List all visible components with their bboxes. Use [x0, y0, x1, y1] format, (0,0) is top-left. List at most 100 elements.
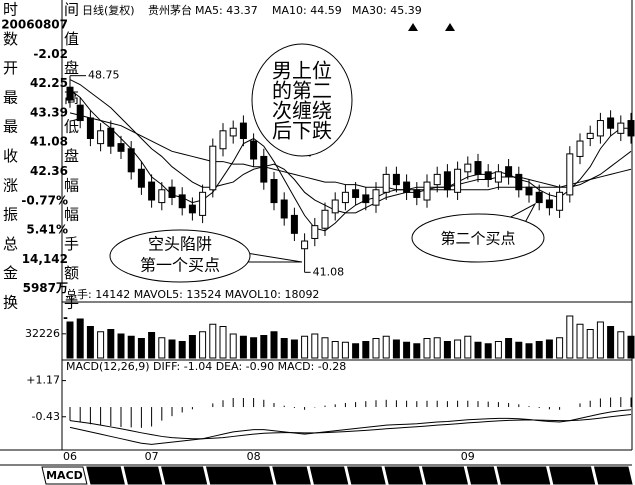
- info-label: 幅: [64, 176, 79, 194]
- candle-body: [484, 171, 492, 181]
- min-price-label: 41.08: [313, 265, 345, 278]
- tab-label[interactable]: OBV: [279, 469, 305, 482]
- volume-bar: [97, 331, 105, 359]
- tab-label[interactable]: VR: [474, 469, 492, 482]
- tab-label[interactable]: DMI: [354, 469, 378, 482]
- volume-bar: [392, 339, 400, 359]
- tab-label[interactable]: MIKE: [429, 469, 460, 482]
- candle-body: [505, 166, 513, 178]
- candle-body: [566, 153, 574, 196]
- info-label: 振: [3, 206, 18, 224]
- ma-line: [69, 89, 631, 232]
- candle-body: [66, 86, 74, 101]
- indicator-tab[interactable]: [272, 466, 311, 485]
- indicator-tab[interactable]: [86, 466, 125, 485]
- callout-text: 男上位: [272, 59, 332, 83]
- stock-name: 贵州茅台: [148, 3, 192, 17]
- candle-body: [464, 163, 472, 173]
- tab-label[interactable]: BOLL: [168, 469, 200, 482]
- callout-text: 空头陷阱: [148, 235, 212, 254]
- candle-body: [362, 194, 370, 204]
- info-value: -0.77%: [21, 193, 68, 207]
- tab-label[interactable]: ASI: [394, 469, 415, 482]
- volume-bar: [280, 338, 288, 359]
- tab-label[interactable]: MACD: [46, 469, 83, 482]
- indicator-tab[interactable]: [549, 466, 596, 485]
- indicator-tab[interactable]: [41, 466, 88, 485]
- candle-body: [525, 186, 533, 196]
- volume-bar: [250, 337, 258, 359]
- indicator-tab[interactable]: [496, 466, 551, 485]
- volume-bar: [158, 337, 166, 359]
- candle-body: [331, 199, 339, 214]
- indicator-tab[interactable]: [161, 466, 208, 485]
- tab-label[interactable]: KDJ: [95, 469, 117, 482]
- info-label: 换: [3, 294, 18, 312]
- volume-bar: [148, 332, 156, 359]
- candle-body: [352, 189, 360, 198]
- volume-bar: [505, 338, 513, 359]
- candle-body: [382, 173, 390, 193]
- volume-bar: [474, 341, 482, 359]
- candle-body: [494, 171, 502, 183]
- candle-body: [86, 117, 94, 139]
- candle-body: [443, 171, 451, 191]
- tab-label[interactable]: W&R: [314, 469, 345, 482]
- tab-label[interactable]: EXPMA: [502, 469, 546, 482]
- volume-bar: [586, 329, 594, 359]
- candle-body: [280, 199, 288, 219]
- info-value: 42.25: [30, 76, 68, 90]
- volume-bar: [525, 343, 533, 359]
- candle-body: [239, 122, 247, 139]
- candle-body: [76, 104, 84, 122]
- ma-line: [69, 112, 632, 191]
- volume-bar: [270, 331, 278, 359]
- volume-bar: [423, 338, 431, 359]
- info-value: -: [63, 311, 68, 325]
- info-value: 5.41%: [26, 223, 68, 237]
- candle-body: [290, 214, 298, 234]
- info-label: 最: [3, 118, 18, 136]
- info-label: 盘: [64, 59, 79, 77]
- tab-label[interactable]: RSI: [133, 469, 154, 482]
- volume-bar: [117, 333, 125, 359]
- candle-body: [107, 127, 115, 147]
- volume-bar: [545, 339, 553, 359]
- candle-body: [556, 191, 564, 211]
- indicator-tab[interactable]: [309, 466, 349, 485]
- indicator-tab[interactable]: [205, 466, 274, 485]
- callout-text: 第二个买点: [440, 230, 515, 248]
- candle-body: [158, 189, 166, 204]
- indicator-tab[interactable]: [421, 466, 469, 485]
- signal-marker: [408, 23, 455, 31]
- tab-label[interactable]: ARBR: [555, 469, 589, 482]
- callout-text: 第一个买点: [140, 256, 220, 275]
- candle-body: [627, 120, 635, 137]
- candle-body: [372, 189, 380, 206]
- candle-body: [219, 130, 227, 150]
- tab-label[interactable]: SAR: [601, 469, 626, 482]
- candle-body: [617, 122, 625, 134]
- indicator-tab[interactable]: [466, 466, 498, 485]
- volume-bar: [341, 341, 349, 359]
- volume-bar: [239, 335, 247, 359]
- info-label: 盘: [64, 147, 79, 165]
- indicator-tab[interactable]: [593, 466, 633, 485]
- info-value: 42.36: [30, 164, 68, 178]
- volume-bar: [566, 315, 574, 359]
- volume-bar: [515, 341, 523, 359]
- ma-line: [69, 79, 632, 214]
- volume-bar: [372, 338, 380, 359]
- info-value: 14,142: [22, 252, 68, 266]
- indicator-tab[interactable]: [347, 466, 386, 485]
- tab-label[interactable]: 主力买卖: [218, 468, 262, 482]
- info-label: 手: [64, 235, 79, 253]
- indicator-tab[interactable]: [384, 466, 424, 485]
- info-label: 手: [64, 294, 79, 312]
- callout-text: 的第二: [272, 79, 332, 103]
- volume-bar: [199, 331, 207, 359]
- info-value: -2.02: [33, 47, 68, 61]
- volume-bar: [321, 337, 329, 359]
- volume-bar: [607, 326, 615, 359]
- indicator-tab[interactable]: [123, 466, 163, 485]
